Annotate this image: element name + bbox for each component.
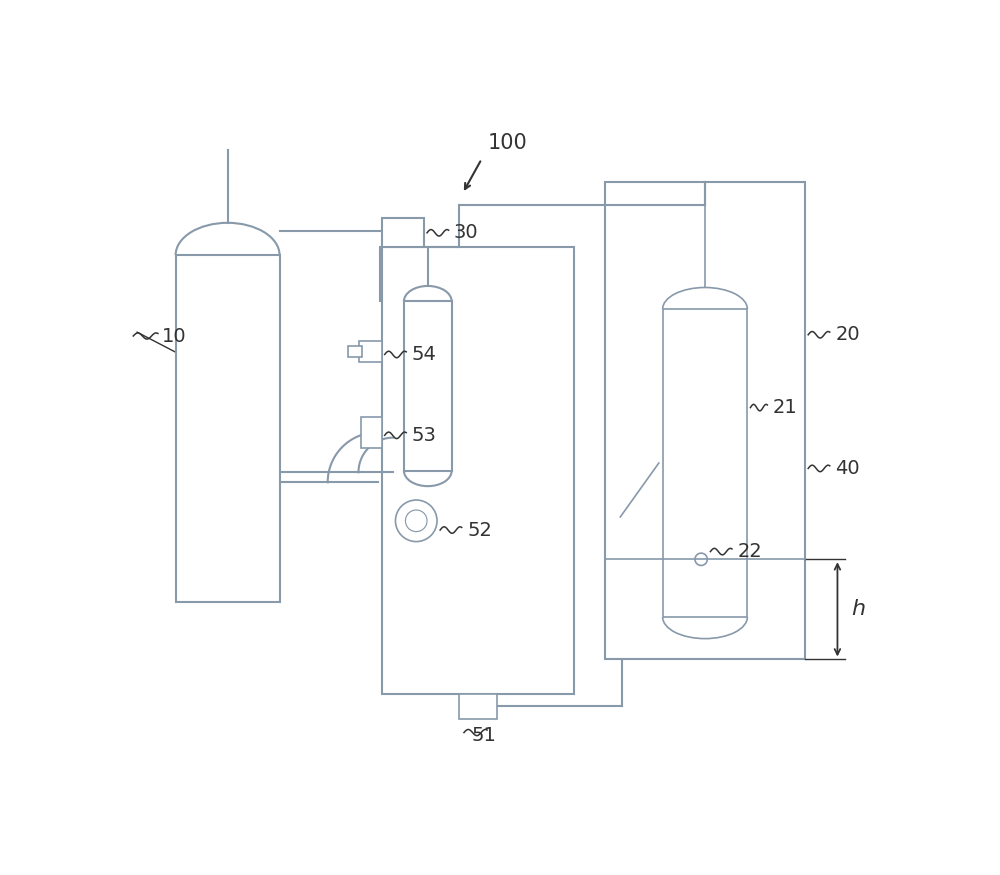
Text: 51: 51 bbox=[472, 726, 496, 746]
Bar bbox=[358, 340, 382, 362]
Bar bbox=[382, 248, 574, 694]
Text: 20: 20 bbox=[835, 326, 860, 344]
Text: 21: 21 bbox=[773, 398, 798, 417]
Bar bbox=[404, 301, 452, 471]
Bar bbox=[348, 346, 362, 357]
Bar bbox=[605, 182, 805, 660]
Bar bbox=[382, 218, 424, 248]
Text: 53: 53 bbox=[412, 426, 437, 444]
Text: 22: 22 bbox=[737, 542, 762, 561]
Text: h: h bbox=[851, 599, 865, 619]
Text: 40: 40 bbox=[835, 459, 860, 478]
Bar bbox=[361, 416, 382, 448]
Bar bbox=[176, 255, 280, 602]
Text: 54: 54 bbox=[412, 345, 437, 364]
Text: 52: 52 bbox=[467, 521, 492, 540]
Text: 30: 30 bbox=[454, 223, 479, 242]
Bar bbox=[663, 309, 747, 617]
Text: 10: 10 bbox=[162, 326, 186, 346]
Text: 100: 100 bbox=[488, 133, 528, 153]
Bar bbox=[459, 694, 497, 718]
